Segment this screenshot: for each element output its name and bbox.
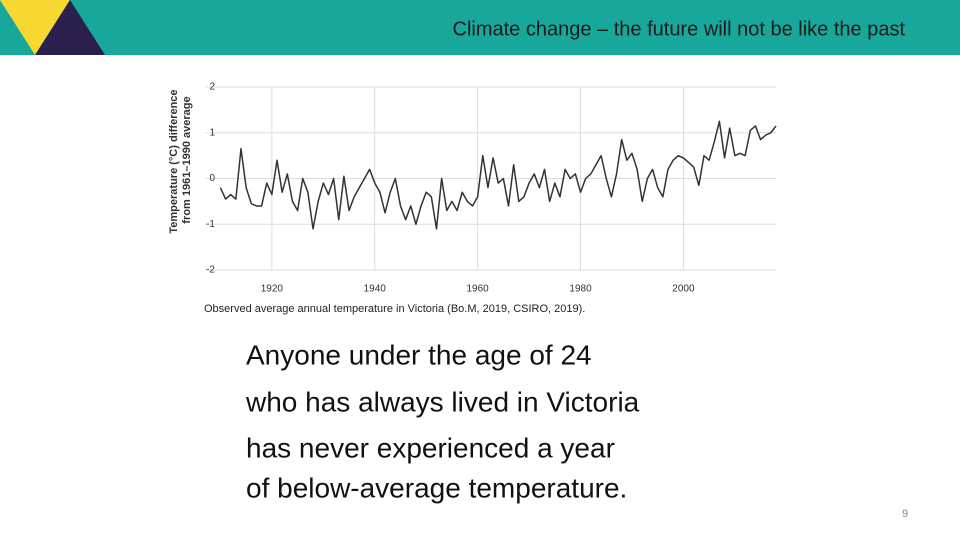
x-tick-label: 1960 [467,284,490,295]
body-line: who has always lived in Victoria [245,386,640,417]
body-line: of below-average temperature. [246,472,627,503]
y-axis-label-line: Temperature (°C) difference [168,89,180,233]
y-tick-label: 0 [209,173,215,184]
caption: Observed average annual temperature in V… [204,303,585,315]
temperature-line [219,120,777,230]
y-tick-label: -1 [206,219,215,230]
x-tick-label: 1940 [364,284,387,295]
y-axis-label: Temperature (°C) difference from 1961–19… [168,86,193,233]
x-tick-label: 2000 [672,284,695,295]
x-tick-label: 1980 [569,284,592,295]
slide-title: Climate change – the future will not be … [453,18,906,40]
y-tick-label: -2 [206,265,215,276]
y-tick-label: 1 [209,127,215,138]
header-bar [0,0,960,55]
x-tick-label: 1920 [261,284,284,295]
yellow-triangle [0,0,70,55]
body-line: has never experienced a year [246,432,615,463]
navy-triangle [35,0,105,55]
y-tick-label: 2 [209,82,215,93]
plot: 2 1 0 -1 -2 1920 1940 1960 1980 2000 [205,82,777,295]
page-number: 9 [902,508,908,520]
y-axis-label-line: from 1961–1990 average [181,96,193,223]
body-line: Anyone under the age of 24 [246,339,592,370]
